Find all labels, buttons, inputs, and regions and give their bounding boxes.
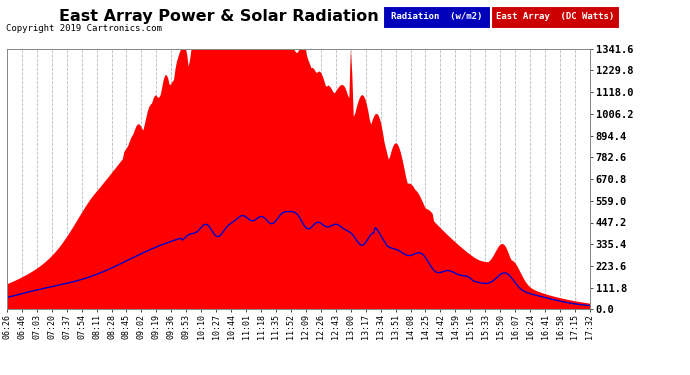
Text: East Array  (DC Watts): East Array (DC Watts) xyxy=(496,12,614,21)
Text: Copyright 2019 Cartronics.com: Copyright 2019 Cartronics.com xyxy=(6,24,161,33)
Text: Radiation  (w/m2): Radiation (w/m2) xyxy=(391,12,482,21)
Text: East Array Power & Solar Radiation Thu Feb 28 17:44: East Array Power & Solar Radiation Thu F… xyxy=(59,9,541,24)
